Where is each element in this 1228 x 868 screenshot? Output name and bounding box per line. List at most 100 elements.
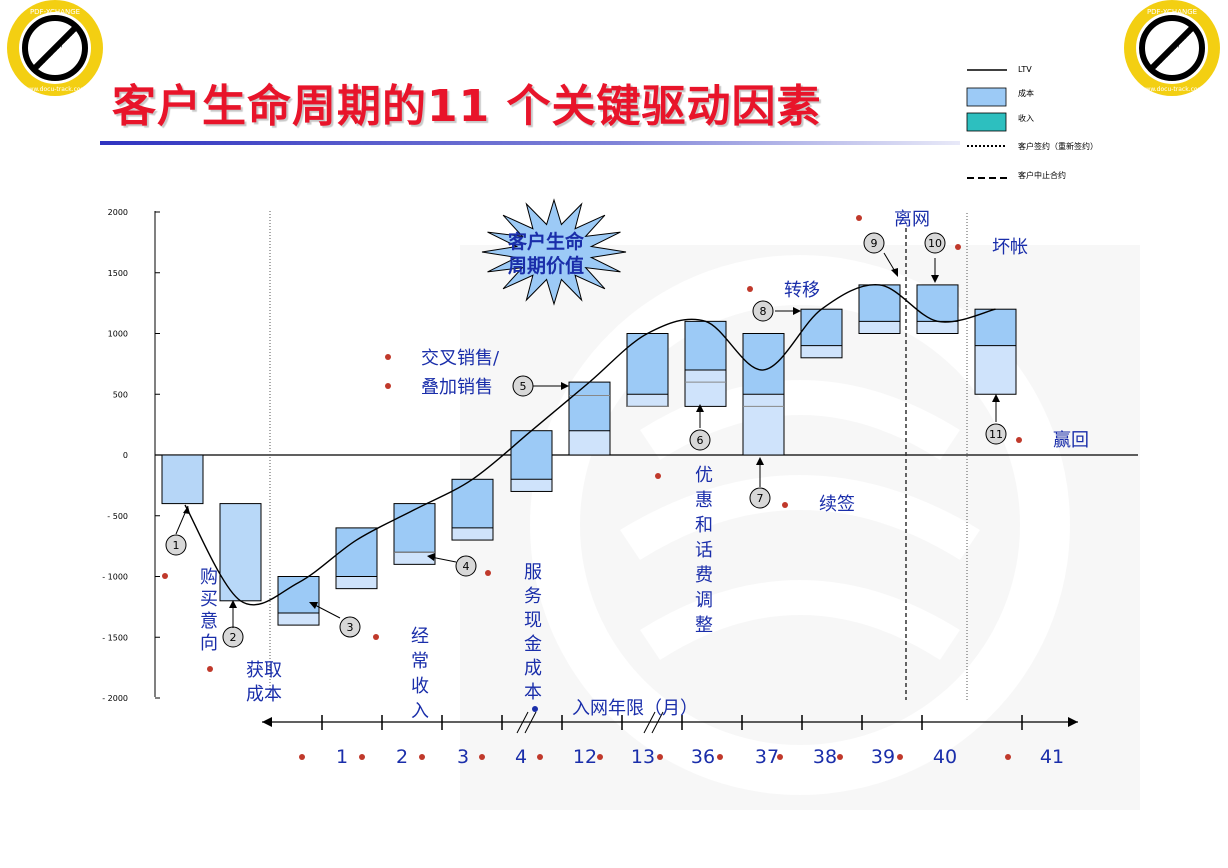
- stamp-top-text: PDF-XCHANGE: [30, 8, 80, 16]
- bar-light-segment: [975, 345, 1016, 395]
- waterfall-bar: [800, 308, 843, 359]
- bar-light-segment: [801, 345, 842, 358]
- bar-light-segment: [511, 479, 552, 492]
- step-marker-1: 1: [165, 534, 187, 556]
- legend-ltv-label: LTV: [1018, 65, 1032, 74]
- legend: LTV 成本 收入 客户签约（重新签约） 客户中止合约: [966, 65, 1098, 180]
- discount-adjust-char: 费: [695, 565, 713, 586]
- bar-light-segment: [685, 369, 726, 407]
- waterfall-bar: [916, 284, 959, 334]
- bar-outline: [742, 333, 785, 456]
- step-number: 1: [173, 539, 180, 552]
- cross-sell-1: 交叉销售/: [421, 348, 500, 369]
- star-label-2: 周期价值: [508, 254, 584, 277]
- starburst: 客户生命 周期价值: [481, 198, 627, 306]
- x-tick-label: 40: [933, 746, 957, 768]
- y-tick-label: - 1000: [102, 573, 128, 582]
- x-tick-label: 37: [755, 746, 779, 768]
- title-underline: [100, 141, 960, 145]
- waterfall-bar: [568, 381, 611, 456]
- legend-income-label: 收入: [1018, 113, 1034, 123]
- bar-outline: [277, 576, 320, 626]
- waterfall-bar: [974, 308, 1017, 395]
- y-tick-label: 2000: [108, 208, 128, 217]
- cross-sell-2: 叠加销售: [421, 377, 493, 398]
- transfer-label: 转移: [784, 280, 820, 301]
- bar-cost-segment: [975, 309, 1016, 346]
- bar-cost-segment: [452, 479, 493, 528]
- regular-income-char: 收: [411, 676, 429, 697]
- winback-label: 赢回: [1053, 429, 1089, 451]
- regular-income-char: 常: [411, 651, 429, 672]
- step-number: 3: [347, 621, 354, 634]
- step-number: 11: [989, 428, 1003, 441]
- bar-light-segment: [917, 321, 958, 334]
- legend-income-swatch: [966, 112, 1007, 132]
- pdf-xchange-stamp-left: PDF-XCHANGE www.docu-track.com Click to …: [7, 0, 103, 96]
- x-tick-label: 38: [813, 746, 837, 768]
- step-number: 5: [520, 380, 527, 393]
- step-marker-8: 8: [752, 300, 774, 322]
- x-tick-label: 4: [515, 746, 527, 768]
- x-bullet: [1005, 754, 1011, 760]
- bar-light-segment: [743, 394, 784, 455]
- bar-cost-segment: [569, 382, 610, 431]
- x-tick-label: 1: [336, 746, 348, 768]
- step-number: 10: [928, 237, 942, 250]
- bars-group: [161, 284, 1017, 626]
- acquisition-cost-1: 获取: [246, 660, 282, 681]
- step-number: 7: [757, 492, 764, 505]
- step-marker-6: 6: [689, 429, 711, 451]
- churn-label: 离网: [894, 209, 930, 230]
- x-bullet: [479, 754, 485, 760]
- y-tick-label: 1500: [108, 269, 128, 278]
- waterfall-bar: [393, 503, 436, 565]
- bar-light-segment: [452, 527, 493, 541]
- step-number: 8: [760, 305, 767, 318]
- discount-adjust-char: 和: [695, 515, 713, 536]
- step-number: 6: [697, 434, 704, 447]
- annotations: 1 2 3 4 5 6 7 8 9 10 11: [162, 209, 1089, 722]
- step-marker-3: 3: [339, 616, 361, 638]
- x-bullet: [537, 754, 543, 760]
- x-bullet: [717, 754, 723, 760]
- y-tick-label: 0: [123, 451, 128, 460]
- bar-cost-segment: [627, 333, 668, 395]
- x-tick-label: 41: [1040, 746, 1064, 768]
- x-bullet: [837, 754, 843, 760]
- step-marker-11: 11: [985, 423, 1007, 445]
- x-bullet: [419, 754, 425, 760]
- x-bullet: [897, 754, 903, 760]
- waterfall-bar: [858, 284, 901, 334]
- waterfall-bar: [277, 576, 320, 626]
- waterfall-bar: [161, 454, 204, 505]
- x-bullet: [299, 754, 305, 760]
- x-tick-label: 13: [631, 746, 655, 768]
- y-tick-label: - 500: [107, 512, 128, 521]
- bar-cost-segment: [801, 309, 842, 346]
- discount-adjust-char: 优: [695, 465, 713, 486]
- x-bullet: [657, 754, 663, 760]
- step-marker-9: 9: [863, 232, 885, 254]
- acquisition-cost-2: 成本: [246, 684, 282, 705]
- step-marker-7: 7: [749, 487, 771, 509]
- x-bullet: [597, 754, 603, 760]
- bar-light-segment: [859, 321, 900, 334]
- x-bullet: [777, 754, 783, 760]
- x-tick-label: 2: [396, 746, 408, 768]
- bar-cost-segment: [394, 503, 435, 553]
- bar-light-segment: [336, 576, 377, 589]
- bad-debt-label: 坏帐: [992, 237, 1028, 258]
- bar-cost-segment: [162, 455, 203, 504]
- stamp-top-text: PDF-XCHANGE: [1147, 8, 1197, 16]
- step-number: 2: [230, 631, 237, 644]
- waterfall-bar: [626, 333, 669, 407]
- waterfall-bar: [335, 527, 378, 590]
- step-marker-10: 10: [924, 232, 946, 254]
- bar-light-segment: [394, 552, 435, 565]
- waterfall-bar: [510, 430, 553, 492]
- bar-outline: [161, 454, 204, 505]
- waterfall-bar: [684, 320, 727, 407]
- y-tick-label: - 1500: [102, 633, 128, 642]
- star-label-1: 客户生命: [508, 230, 585, 253]
